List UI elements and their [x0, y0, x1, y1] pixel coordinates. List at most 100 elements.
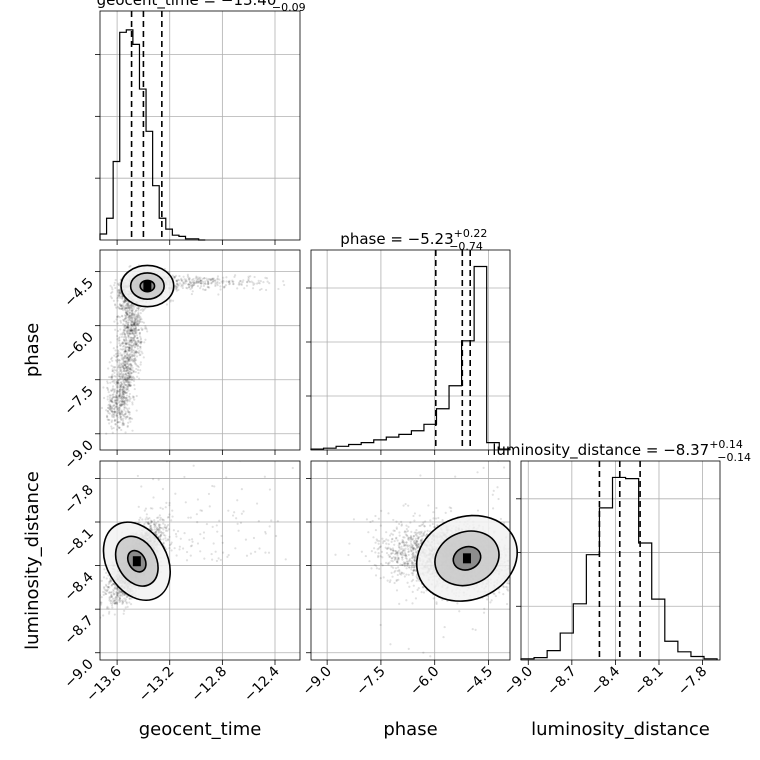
- sample-point: [175, 279, 178, 282]
- sample-point: [122, 393, 125, 396]
- sample-point: [113, 599, 117, 602]
- sample-point: [132, 327, 135, 330]
- sample-point: [121, 318, 125, 322]
- sample-point: [119, 333, 122, 336]
- sample-point: [152, 496, 155, 499]
- sample-point: [119, 375, 122, 378]
- sample-point: [109, 398, 112, 401]
- sample-point: [121, 396, 124, 399]
- sample-point: [120, 397, 123, 400]
- sample-point: [125, 356, 128, 359]
- sample-point: [180, 277, 183, 280]
- sample-point: [113, 368, 116, 372]
- sample-point: [126, 321, 130, 324]
- sample-point: [131, 429, 134, 432]
- sample-point: [123, 356, 126, 359]
- sample-point: [200, 282, 203, 285]
- sample-point: [255, 282, 259, 285]
- sample-point: [109, 394, 112, 397]
- sample-point: [252, 536, 256, 540]
- sample-point: [123, 387, 126, 390]
- sample-point: [111, 410, 114, 413]
- sample-point: [123, 298, 127, 301]
- sample-point: [131, 321, 134, 324]
- sample-point: [133, 357, 136, 360]
- sample-point: [175, 286, 178, 289]
- sample-point: [134, 357, 137, 360]
- sample-point: [123, 317, 126, 321]
- sample-point: [102, 576, 106, 579]
- sample-point: [116, 381, 119, 385]
- sample-point: [118, 377, 121, 380]
- sample-point: [118, 359, 121, 362]
- sample-point: [196, 521, 199, 524]
- sample-point: [123, 356, 126, 359]
- sample-point: [125, 365, 129, 369]
- sample-point: [128, 304, 131, 307]
- sample-point: [122, 305, 125, 308]
- sample-point: [146, 330, 149, 333]
- sample-point: [252, 283, 255, 286]
- sample-point: [258, 282, 261, 285]
- sample-point: [218, 282, 221, 285]
- sample-point: [129, 344, 132, 347]
- sample-point: [138, 353, 141, 357]
- sample-point: [124, 391, 127, 394]
- sample-point: [109, 400, 113, 403]
- sample-point: [145, 521, 148, 524]
- sample-point: [124, 337, 128, 341]
- sample-point: [126, 326, 130, 330]
- sample-point: [134, 359, 138, 362]
- sample-point: [113, 587, 117, 590]
- sample-point: [128, 410, 131, 414]
- sample-point: [123, 300, 126, 304]
- sample-point: [128, 380, 131, 383]
- sample-point: [127, 319, 130, 322]
- sample-point: [118, 426, 121, 429]
- sample-point: [129, 397, 132, 400]
- sample-point: [132, 314, 135, 317]
- sample-point: [103, 568, 106, 571]
- sample-point: [117, 379, 120, 382]
- sample-point: [118, 292, 121, 295]
- sample-point: [127, 383, 130, 387]
- sample-point: [159, 516, 162, 520]
- sample-point: [123, 369, 126, 372]
- sample-point: [126, 425, 129, 429]
- sample-point: [134, 363, 138, 366]
- sample-point: [131, 329, 134, 332]
- sample-point: [110, 599, 113, 602]
- sample-point: [124, 599, 127, 603]
- sample-point: [114, 419, 117, 422]
- sample-point: [155, 533, 159, 537]
- sample-point: [247, 277, 250, 280]
- sample-point: [181, 284, 184, 287]
- sample-point: [124, 350, 127, 353]
- sample-point: [122, 328, 126, 331]
- sample-point: [217, 557, 220, 560]
- sample-point: [206, 283, 209, 286]
- sample-point: [118, 295, 121, 298]
- histogram-geocent_time: [99, 29, 206, 241]
- sample-point: [130, 338, 133, 342]
- sample-point: [130, 316, 134, 319]
- sample-point: [130, 368, 134, 372]
- sample-point: [264, 532, 267, 535]
- sample-point: [113, 602, 116, 605]
- sample-point: [131, 332, 135, 335]
- sample-point: [122, 401, 126, 404]
- sample-point: [112, 599, 116, 602]
- sample-point: [178, 275, 181, 278]
- sample-point: [132, 325, 135, 328]
- sample-point: [199, 280, 202, 283]
- sample-point: [216, 277, 219, 280]
- sample-point: [128, 319, 131, 322]
- sample-point: [207, 281, 210, 284]
- sample-point: [195, 280, 198, 283]
- sample-point: [122, 380, 125, 383]
- sample-point: [123, 360, 127, 363]
- sample-point: [113, 599, 116, 602]
- sample-point: [124, 324, 127, 328]
- sample-point: [235, 517, 238, 520]
- sample-point: [112, 588, 115, 592]
